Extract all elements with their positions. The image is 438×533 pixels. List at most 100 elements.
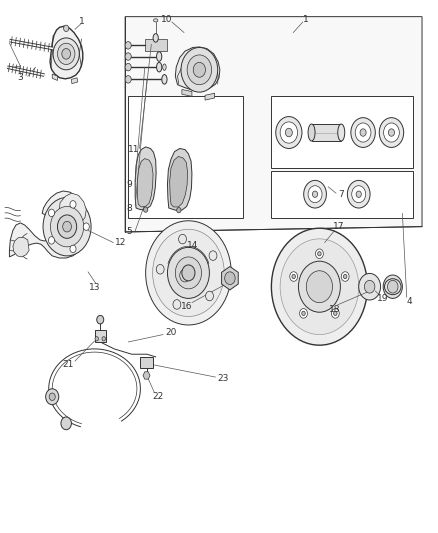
Circle shape: [343, 274, 347, 279]
Text: 8: 8: [127, 204, 132, 213]
Circle shape: [64, 25, 69, 31]
Polygon shape: [170, 157, 187, 207]
Circle shape: [156, 264, 164, 274]
Circle shape: [95, 337, 99, 341]
Circle shape: [379, 118, 404, 148]
Circle shape: [280, 239, 359, 335]
Polygon shape: [167, 149, 192, 210]
Circle shape: [125, 53, 131, 60]
Text: 12: 12: [115, 238, 127, 247]
Ellipse shape: [156, 62, 162, 72]
Circle shape: [182, 265, 195, 281]
Circle shape: [57, 43, 75, 64]
Polygon shape: [182, 90, 192, 96]
Circle shape: [180, 269, 190, 282]
Circle shape: [356, 191, 361, 197]
Polygon shape: [222, 266, 238, 290]
Text: 1: 1: [78, 18, 85, 27]
Polygon shape: [71, 78, 78, 84]
Ellipse shape: [308, 124, 315, 141]
Circle shape: [177, 207, 181, 213]
Circle shape: [308, 185, 322, 203]
Circle shape: [304, 180, 326, 208]
Polygon shape: [128, 96, 243, 217]
Circle shape: [209, 251, 217, 261]
Circle shape: [167, 247, 209, 298]
Circle shape: [97, 316, 104, 324]
Ellipse shape: [156, 52, 162, 61]
Polygon shape: [50, 26, 83, 79]
Circle shape: [306, 271, 332, 303]
Ellipse shape: [338, 124, 345, 141]
Polygon shape: [138, 159, 153, 207]
Ellipse shape: [162, 75, 167, 84]
Circle shape: [187, 55, 212, 85]
Polygon shape: [272, 171, 413, 217]
Polygon shape: [13, 237, 29, 257]
Circle shape: [352, 185, 366, 203]
Circle shape: [292, 274, 295, 279]
Text: 4: 4: [406, 296, 412, 305]
Ellipse shape: [162, 64, 166, 70]
Circle shape: [351, 118, 375, 148]
Circle shape: [193, 62, 205, 77]
Circle shape: [347, 180, 370, 208]
Polygon shape: [10, 191, 88, 258]
Text: 13: 13: [89, 283, 100, 292]
Circle shape: [364, 280, 375, 293]
Polygon shape: [145, 39, 166, 51]
Circle shape: [83, 223, 89, 230]
Circle shape: [53, 38, 79, 70]
Circle shape: [359, 273, 381, 300]
Polygon shape: [135, 147, 156, 209]
Circle shape: [355, 123, 371, 142]
Text: 22: 22: [152, 392, 163, 401]
Circle shape: [46, 389, 59, 405]
Circle shape: [298, 261, 340, 312]
Circle shape: [146, 221, 231, 325]
Circle shape: [125, 76, 131, 83]
Circle shape: [388, 280, 398, 293]
Circle shape: [125, 63, 131, 71]
Text: 3: 3: [18, 73, 23, 82]
Circle shape: [144, 207, 148, 212]
Circle shape: [341, 272, 349, 281]
Circle shape: [318, 252, 321, 256]
Circle shape: [360, 129, 366, 136]
Text: 21: 21: [63, 360, 74, 369]
Ellipse shape: [153, 34, 158, 42]
Circle shape: [334, 311, 337, 316]
Circle shape: [125, 42, 131, 49]
Circle shape: [332, 309, 339, 318]
Polygon shape: [52, 74, 57, 80]
Ellipse shape: [153, 19, 158, 22]
Text: 23: 23: [218, 374, 229, 383]
Circle shape: [384, 123, 399, 142]
Circle shape: [179, 235, 187, 244]
Text: 19: 19: [377, 294, 389, 303]
Circle shape: [383, 275, 403, 298]
Circle shape: [43, 197, 91, 256]
Circle shape: [181, 47, 218, 92]
Circle shape: [102, 337, 106, 341]
Circle shape: [315, 249, 323, 259]
Polygon shape: [175, 47, 220, 91]
Circle shape: [300, 309, 307, 318]
Polygon shape: [95, 330, 106, 342]
Polygon shape: [125, 17, 422, 232]
Circle shape: [175, 257, 201, 289]
Circle shape: [280, 122, 297, 143]
Circle shape: [70, 200, 76, 208]
Text: 16: 16: [180, 302, 192, 311]
Circle shape: [61, 417, 71, 430]
Text: 11: 11: [128, 145, 140, 154]
Circle shape: [49, 237, 55, 244]
Circle shape: [50, 206, 84, 247]
Circle shape: [389, 129, 395, 136]
Circle shape: [272, 228, 367, 345]
Circle shape: [312, 191, 318, 197]
Polygon shape: [141, 357, 152, 368]
Circle shape: [70, 245, 76, 253]
Text: 1: 1: [304, 15, 309, 24]
Text: 10: 10: [161, 15, 173, 24]
